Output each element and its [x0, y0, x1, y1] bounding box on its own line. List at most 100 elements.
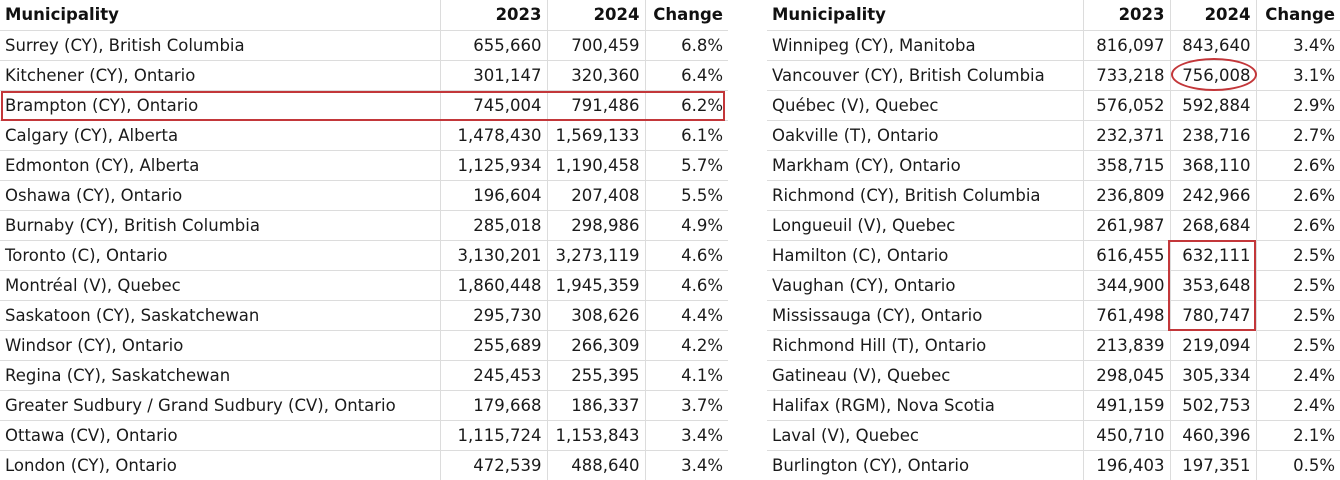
- table-row: Vancouver (CY), British Columbia 733,218 7…: [767, 60, 1340, 91]
- value-2024-cell: 756,008: [1170, 60, 1257, 91]
- change-cell: 5.5%: [645, 180, 728, 211]
- municipality-cell: Greater Sudbury / Grand Sudbury (CV), On…: [0, 390, 441, 421]
- value-2024-cell: 1,190,458: [547, 150, 646, 181]
- change-cell: 4.4%: [645, 300, 728, 331]
- municipality-cell: Richmond (CY), British Columbia: [767, 180, 1084, 211]
- table-row: Saskatoon (CY), Saskatchewan 295,730 308,6…: [0, 300, 728, 331]
- table-row: Québec (V), Quebec 576,052 592,884 2.9%: [767, 90, 1340, 121]
- value-2024-cell: 320,360: [547, 60, 646, 91]
- value-2023-cell: 285,018: [440, 210, 548, 241]
- change-cell: 3.1%: [1256, 60, 1340, 91]
- municipality-cell: Kitchener (CY), Ontario: [0, 60, 441, 91]
- municipality-cell: Halifax (RGM), Nova Scotia: [767, 390, 1084, 421]
- value-2024-cell: 266,309: [547, 330, 646, 361]
- value-2024-cell: 488,640: [547, 450, 646, 480]
- header-row: Municipality 2023 2024 Change: [0, 0, 728, 31]
- value-2024-cell: 3,273,119: [547, 240, 646, 271]
- value-2023-cell: 761,498: [1083, 300, 1171, 331]
- header-municipality: Municipality: [767, 0, 1084, 31]
- value-2023-cell: 261,987: [1083, 210, 1171, 241]
- municipality-cell: Saskatoon (CY), Saskatchewan: [0, 300, 441, 331]
- table-row: Surrey (CY), British Columbia 655,660 700,…: [0, 30, 728, 61]
- value-2024-cell: 242,966: [1170, 180, 1257, 211]
- header-change: Change: [645, 0, 728, 31]
- table-row: Ottawa (CV), Ontario 1,115,724 1,153,843 3.…: [0, 420, 728, 451]
- value-2024-cell: 298,986: [547, 210, 646, 241]
- value-2024-cell: 1,153,843: [547, 420, 646, 451]
- value-2024-cell: 219,094: [1170, 330, 1257, 361]
- table-row: Gatineau (V), Quebec 298,045 305,334 2.4%: [767, 360, 1340, 391]
- municipality-cell: Ottawa (CV), Ontario: [0, 420, 441, 451]
- header-change: Change: [1256, 0, 1340, 31]
- table-row: Edmonton (CY), Alberta 1,125,934 1,190,458…: [0, 150, 728, 181]
- change-cell: 2.6%: [1256, 180, 1340, 211]
- change-cell: 3.4%: [1256, 30, 1340, 61]
- value-2023-cell: 236,809: [1083, 180, 1171, 211]
- value-2023-cell: 298,045: [1083, 360, 1171, 391]
- table-row: Laval (V), Quebec 450,710 460,396 2.1%: [767, 420, 1340, 451]
- municipality-cell: Montréal (V), Quebec: [0, 270, 441, 301]
- municipality-cell: Burlington (CY), Ontario: [767, 450, 1084, 480]
- table-row: Regina (CY), Saskatchewan 245,453 255,395 4…: [0, 360, 728, 391]
- change-cell: 4.6%: [645, 240, 728, 271]
- value-2024-cell: 305,334: [1170, 360, 1257, 391]
- value-2023-cell: 491,159: [1083, 390, 1171, 421]
- change-cell: 2.4%: [1256, 360, 1340, 391]
- table-row: Oshawa (CY), Ontario 196,604 207,408 5.5%: [0, 180, 728, 211]
- municipality-cell: Calgary (CY), Alberta: [0, 120, 441, 151]
- table-row: Halifax (RGM), Nova Scotia 491,159 502,753…: [767, 390, 1340, 421]
- table-row: Hamilton (C), Ontario 616,455 632,111 2.5%: [767, 240, 1340, 271]
- table-row: Richmond Hill (T), Ontario 213,839 219,094…: [767, 330, 1340, 361]
- value-2024-cell: 502,753: [1170, 390, 1257, 421]
- table-row: Windsor (CY), Ontario 255,689 266,309 4.2%: [0, 330, 728, 361]
- table-row: Brampton (CY), Ontario 745,004 791,486 6.2%: [0, 90, 728, 121]
- value-2024-cell: 255,395: [547, 360, 646, 391]
- municipality-cell: Burnaby (CY), British Columbia: [0, 210, 441, 241]
- table-row: Burnaby (CY), British Columbia 285,018 298…: [0, 210, 728, 241]
- value-2024-cell: 207,408: [547, 180, 646, 211]
- municipality-cell: Hamilton (C), Ontario: [767, 240, 1084, 271]
- change-cell: 6.8%: [645, 30, 728, 61]
- table-row: Montréal (V), Quebec 1,860,448 1,945,359 4.…: [0, 270, 728, 301]
- municipality-cell: Regina (CY), Saskatchewan: [0, 360, 441, 391]
- value-2024-cell: 268,684: [1170, 210, 1257, 241]
- table-row: Richmond (CY), British Columbia 236,809 24…: [767, 180, 1340, 211]
- value-2023-cell: 745,004: [440, 90, 548, 121]
- municipality-cell: Windsor (CY), Ontario: [0, 330, 441, 361]
- municipality-cell: Winnipeg (CY), Manitoba: [767, 30, 1084, 61]
- change-cell: 4.9%: [645, 210, 728, 241]
- table-row: Kitchener (CY), Ontario 301,147 320,360 6.4…: [0, 60, 728, 91]
- value-2023-cell: 472,539: [440, 450, 548, 480]
- change-cell: 2.9%: [1256, 90, 1340, 121]
- value-2024-cell: 1,945,359: [547, 270, 646, 301]
- municipality-cell: Laval (V), Quebec: [767, 420, 1084, 451]
- municipality-cell: Surrey (CY), British Columbia: [0, 30, 441, 61]
- change-cell: 2.5%: [1256, 240, 1340, 271]
- change-cell: 3.4%: [681, 455, 723, 475]
- municipality-cell: Brampton (CY), Ontario: [0, 90, 441, 121]
- table-row: Winnipeg (CY), Manitoba 816,097 843,640 3.4…: [767, 30, 1340, 61]
- value-2023-cell: 344,900: [1083, 270, 1171, 301]
- table-row: Toronto (C), Ontario 3,130,201 3,273,119 4.…: [0, 240, 728, 271]
- change-cell: 2.6%: [1256, 210, 1340, 241]
- municipality-cell: Vaughan (CY), Ontario: [767, 270, 1084, 301]
- change-cell: 3.4%: [645, 420, 728, 451]
- value-2024-cell: 1,569,133: [547, 120, 646, 151]
- header-2023: 2023: [1083, 0, 1171, 31]
- table-row: Greater Sudbury / Grand Sudbury (CV), On…: [0, 390, 728, 421]
- change-cell: 2.7%: [1256, 120, 1340, 151]
- value-2023-cell: 179,668: [440, 390, 548, 421]
- change-cell: 4.6%: [645, 270, 728, 301]
- value-2023-cell: 245,453: [440, 360, 548, 391]
- table-row: Oakville (T), Ontario 232,371 238,716 2.7%: [767, 120, 1340, 151]
- value-2023-cell: 733,218: [1083, 60, 1171, 91]
- value-2023-cell: 450,710: [1083, 420, 1171, 451]
- header-municipality: Municipality: [0, 0, 441, 31]
- value-2023-cell: 295,730: [440, 300, 548, 331]
- change-cell: 5.7%: [645, 150, 728, 181]
- table-row: Burlington (CY), Ontario 196,403 197,351 0.…: [767, 450, 1340, 480]
- change-cell: 2.4%: [1256, 390, 1340, 421]
- value-2023-cell: 196,604: [440, 180, 548, 211]
- value-2024-cell: 780,747: [1170, 300, 1257, 331]
- value-2024-cell: 197,351: [1170, 450, 1257, 480]
